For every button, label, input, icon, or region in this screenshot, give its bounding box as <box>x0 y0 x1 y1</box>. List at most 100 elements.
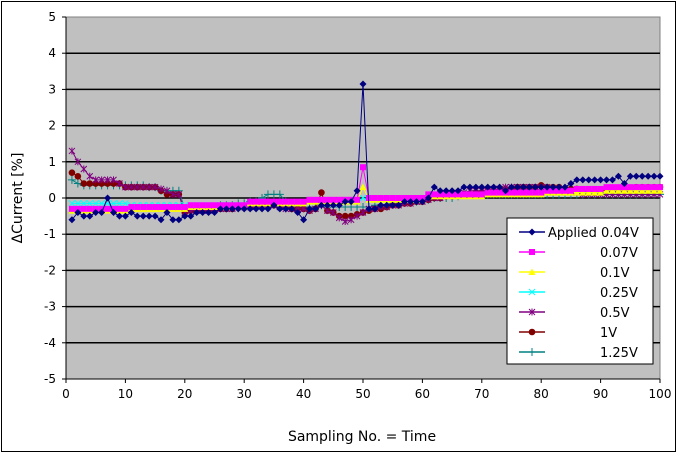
star-marker <box>169 190 177 198</box>
triangle-marker <box>597 189 605 196</box>
square-marker <box>431 191 438 198</box>
data-point <box>145 183 153 191</box>
data-point <box>638 172 646 180</box>
diamond-marker <box>579 176 587 184</box>
square-marker <box>490 189 497 196</box>
x-marker <box>92 200 100 207</box>
data-point <box>656 172 664 180</box>
square-marker <box>294 198 301 205</box>
data-point <box>80 180 88 187</box>
data-point <box>139 212 147 220</box>
circle-marker <box>80 180 88 187</box>
data-point <box>68 169 76 176</box>
data-point <box>519 183 527 191</box>
data-point <box>282 205 290 213</box>
data-point <box>80 205 87 212</box>
square-marker <box>122 205 129 212</box>
star-marker <box>341 218 349 226</box>
data-point <box>294 198 301 205</box>
data-point <box>288 205 296 213</box>
data-point <box>621 184 628 191</box>
diamond-marker <box>591 176 599 184</box>
data-point <box>585 176 593 184</box>
square-marker <box>395 195 402 201</box>
circle-marker <box>341 212 349 220</box>
square-marker <box>80 205 87 212</box>
data-point <box>294 208 302 216</box>
data-point <box>133 212 141 220</box>
data-point <box>644 172 652 180</box>
data-point <box>329 201 337 209</box>
diamond-marker <box>127 208 135 216</box>
square-marker <box>657 184 663 191</box>
circle-marker <box>86 180 94 187</box>
diamond-marker <box>98 208 106 216</box>
diamond-marker <box>377 201 385 209</box>
data-point <box>407 198 415 206</box>
series-applied-0-04v <box>68 80 664 224</box>
square-marker <box>181 204 188 211</box>
diamond-marker <box>418 198 426 206</box>
diamond-marker <box>626 172 634 180</box>
diamond-marker <box>104 194 112 202</box>
triangle-marker <box>579 189 587 196</box>
diamond-marker <box>199 208 207 216</box>
data-point <box>472 183 480 191</box>
data-point <box>603 176 611 184</box>
data-point <box>175 216 183 224</box>
square-marker <box>253 198 260 205</box>
diamond-marker <box>454 187 462 195</box>
x-marker <box>122 200 129 207</box>
data-point <box>234 205 242 213</box>
data-point <box>317 201 325 209</box>
diamond-marker <box>442 187 450 195</box>
data-point <box>335 201 343 209</box>
legend-item: 1V <box>519 326 617 341</box>
y-tick-label: 1 <box>48 155 56 169</box>
diamond-marker <box>412 198 420 206</box>
square-marker <box>68 205 75 212</box>
square-marker <box>484 189 491 196</box>
data-point <box>419 195 426 201</box>
data-point <box>68 205 75 212</box>
legend-label: 1V <box>600 326 617 341</box>
diamond-marker <box>145 212 153 220</box>
square-marker <box>443 191 450 198</box>
diamond-marker <box>317 201 325 209</box>
data-point <box>110 208 118 216</box>
data-point <box>74 158 82 166</box>
data-point <box>341 218 349 226</box>
diamond-marker <box>187 212 195 220</box>
diamond-marker <box>502 187 510 195</box>
x-tick-label: 100 <box>649 387 672 401</box>
data-point <box>496 183 504 191</box>
diamond-marker <box>531 183 539 191</box>
star-marker <box>175 190 183 198</box>
diamond-marker <box>359 80 367 88</box>
data-point <box>579 185 586 192</box>
square-marker <box>276 198 283 205</box>
data-point <box>98 208 106 216</box>
diamond-marker <box>175 216 183 224</box>
diamond-marker <box>151 212 159 220</box>
square-marker <box>472 191 479 198</box>
triangle-marker <box>573 189 581 196</box>
star-marker <box>104 176 111 184</box>
data-point <box>525 183 533 191</box>
y-tick-label: 5 <box>48 10 56 24</box>
diamond-marker <box>80 212 88 220</box>
data-point <box>122 200 129 207</box>
data-point <box>359 80 367 88</box>
square-marker <box>116 205 123 212</box>
data-point <box>330 196 337 203</box>
star-marker <box>68 147 76 155</box>
star-marker <box>80 165 88 173</box>
square-marker <box>235 202 242 209</box>
diamond-marker <box>513 183 521 191</box>
data-point <box>134 204 141 211</box>
diamond-marker <box>519 183 527 191</box>
data-point <box>252 205 260 213</box>
square-marker <box>360 164 366 171</box>
data-point <box>86 212 94 220</box>
